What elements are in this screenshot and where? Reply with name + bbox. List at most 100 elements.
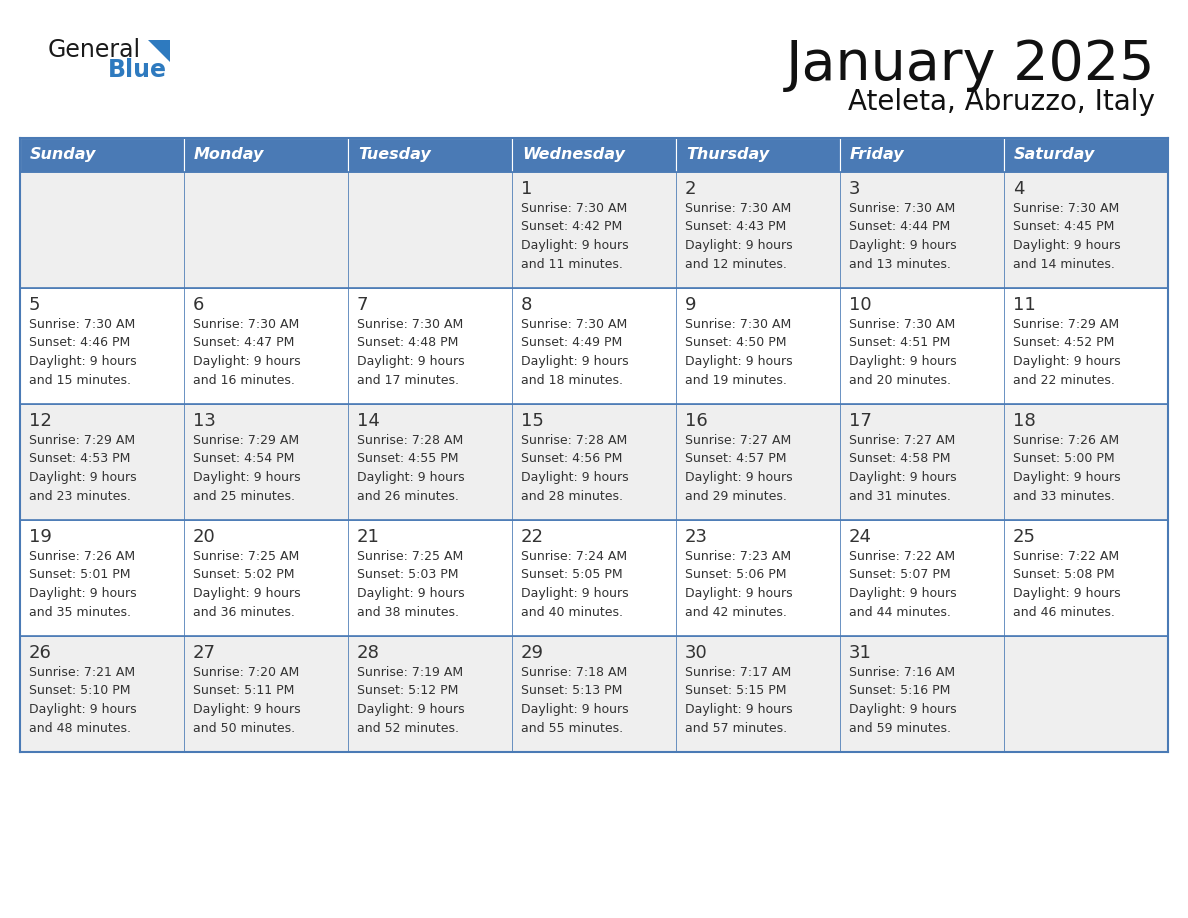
- Bar: [1004, 520, 1168, 636]
- Text: 28: 28: [358, 644, 380, 662]
- Text: and 15 minutes.: and 15 minutes.: [29, 374, 131, 386]
- Text: Sunrise: 7:26 AM: Sunrise: 7:26 AM: [1013, 434, 1119, 447]
- Text: Sunset: 5:03 PM: Sunset: 5:03 PM: [358, 568, 459, 581]
- Bar: [1004, 172, 1168, 288]
- Text: Sunday: Sunday: [30, 148, 96, 162]
- Bar: [184, 404, 348, 520]
- Text: Sunrise: 7:28 AM: Sunrise: 7:28 AM: [522, 434, 627, 447]
- Text: Sunset: 4:42 PM: Sunset: 4:42 PM: [522, 220, 623, 233]
- Text: Sunrise: 7:18 AM: Sunrise: 7:18 AM: [522, 666, 627, 679]
- Text: Sunrise: 7:26 AM: Sunrise: 7:26 AM: [29, 550, 135, 563]
- Text: 11: 11: [1013, 296, 1036, 314]
- Text: 19: 19: [29, 528, 52, 546]
- Text: Daylight: 9 hours: Daylight: 9 hours: [358, 703, 465, 716]
- Text: and 22 minutes.: and 22 minutes.: [1013, 374, 1114, 386]
- Bar: [840, 288, 1004, 404]
- Text: Daylight: 9 hours: Daylight: 9 hours: [358, 587, 465, 600]
- Text: Sunset: 5:01 PM: Sunset: 5:01 PM: [29, 568, 131, 581]
- Text: Daylight: 9 hours: Daylight: 9 hours: [192, 587, 301, 600]
- Bar: [512, 288, 676, 404]
- Text: and 48 minutes.: and 48 minutes.: [29, 722, 131, 734]
- Bar: [840, 138, 1004, 172]
- Bar: [512, 636, 676, 752]
- Text: Sunset: 4:48 PM: Sunset: 4:48 PM: [358, 337, 459, 350]
- Text: Sunset: 4:43 PM: Sunset: 4:43 PM: [685, 220, 786, 233]
- Text: Sunset: 5:02 PM: Sunset: 5:02 PM: [192, 568, 295, 581]
- Text: 31: 31: [849, 644, 872, 662]
- Text: and 44 minutes.: and 44 minutes.: [849, 606, 950, 619]
- Text: Daylight: 9 hours: Daylight: 9 hours: [685, 471, 792, 484]
- Text: Sunset: 4:57 PM: Sunset: 4:57 PM: [685, 453, 786, 465]
- Text: 12: 12: [29, 412, 52, 430]
- Text: Sunset: 4:54 PM: Sunset: 4:54 PM: [192, 453, 295, 465]
- Text: Sunset: 4:51 PM: Sunset: 4:51 PM: [849, 337, 950, 350]
- Text: 29: 29: [522, 644, 544, 662]
- Text: Sunrise: 7:23 AM: Sunrise: 7:23 AM: [685, 550, 791, 563]
- Text: 1: 1: [522, 180, 532, 198]
- Text: Monday: Monday: [194, 148, 265, 162]
- Bar: [676, 288, 840, 404]
- Text: 6: 6: [192, 296, 204, 314]
- Text: and 46 minutes.: and 46 minutes.: [1013, 606, 1114, 619]
- Text: Sunrise: 7:21 AM: Sunrise: 7:21 AM: [29, 666, 135, 679]
- Bar: [20, 138, 184, 172]
- Text: Sunset: 4:46 PM: Sunset: 4:46 PM: [29, 337, 131, 350]
- Text: Sunrise: 7:24 AM: Sunrise: 7:24 AM: [522, 550, 627, 563]
- Text: Sunrise: 7:29 AM: Sunrise: 7:29 AM: [192, 434, 299, 447]
- Text: Sunrise: 7:29 AM: Sunrise: 7:29 AM: [1013, 318, 1119, 331]
- Text: 18: 18: [1013, 412, 1036, 430]
- Text: and 57 minutes.: and 57 minutes.: [685, 722, 788, 734]
- Text: Sunset: 5:15 PM: Sunset: 5:15 PM: [685, 685, 786, 698]
- Text: 13: 13: [192, 412, 216, 430]
- Text: Sunset: 5:11 PM: Sunset: 5:11 PM: [192, 685, 295, 698]
- Text: 20: 20: [192, 528, 216, 546]
- Bar: [20, 520, 184, 636]
- Text: and 14 minutes.: and 14 minutes.: [1013, 258, 1114, 271]
- Text: Sunrise: 7:16 AM: Sunrise: 7:16 AM: [849, 666, 955, 679]
- Bar: [20, 404, 184, 520]
- Bar: [676, 520, 840, 636]
- Text: 4: 4: [1013, 180, 1024, 198]
- Text: Daylight: 9 hours: Daylight: 9 hours: [849, 471, 956, 484]
- Text: Sunset: 5:00 PM: Sunset: 5:00 PM: [1013, 453, 1114, 465]
- Polygon shape: [148, 40, 170, 62]
- Text: and 26 minutes.: and 26 minutes.: [358, 489, 459, 502]
- Text: 26: 26: [29, 644, 52, 662]
- Text: Sunrise: 7:20 AM: Sunrise: 7:20 AM: [192, 666, 299, 679]
- Text: Daylight: 9 hours: Daylight: 9 hours: [849, 587, 956, 600]
- Text: Sunset: 5:10 PM: Sunset: 5:10 PM: [29, 685, 131, 698]
- Text: Daylight: 9 hours: Daylight: 9 hours: [192, 355, 301, 368]
- Text: Sunset: 4:50 PM: Sunset: 4:50 PM: [685, 337, 786, 350]
- Text: Daylight: 9 hours: Daylight: 9 hours: [685, 239, 792, 252]
- Text: and 11 minutes.: and 11 minutes.: [522, 258, 623, 271]
- Text: and 18 minutes.: and 18 minutes.: [522, 374, 623, 386]
- Text: Sunrise: 7:30 AM: Sunrise: 7:30 AM: [685, 202, 791, 215]
- Bar: [512, 138, 676, 172]
- Text: General: General: [48, 38, 141, 62]
- Text: Daylight: 9 hours: Daylight: 9 hours: [29, 355, 137, 368]
- Bar: [348, 138, 512, 172]
- Bar: [1004, 636, 1168, 752]
- Text: Sunset: 4:56 PM: Sunset: 4:56 PM: [522, 453, 623, 465]
- Text: Daylight: 9 hours: Daylight: 9 hours: [685, 587, 792, 600]
- Text: 21: 21: [358, 528, 380, 546]
- Text: 3: 3: [849, 180, 860, 198]
- Bar: [1004, 288, 1168, 404]
- Text: Sunrise: 7:22 AM: Sunrise: 7:22 AM: [849, 550, 955, 563]
- Bar: [840, 520, 1004, 636]
- Bar: [840, 636, 1004, 752]
- Text: Daylight: 9 hours: Daylight: 9 hours: [685, 355, 792, 368]
- Text: Sunrise: 7:30 AM: Sunrise: 7:30 AM: [522, 318, 627, 331]
- Text: Sunrise: 7:27 AM: Sunrise: 7:27 AM: [849, 434, 955, 447]
- Bar: [840, 172, 1004, 288]
- Text: Daylight: 9 hours: Daylight: 9 hours: [522, 239, 628, 252]
- Text: and 42 minutes.: and 42 minutes.: [685, 606, 786, 619]
- Text: and 17 minutes.: and 17 minutes.: [358, 374, 459, 386]
- Text: 25: 25: [1013, 528, 1036, 546]
- Bar: [348, 636, 512, 752]
- Text: Daylight: 9 hours: Daylight: 9 hours: [1013, 355, 1120, 368]
- Text: Sunrise: 7:30 AM: Sunrise: 7:30 AM: [685, 318, 791, 331]
- Text: Sunrise: 7:17 AM: Sunrise: 7:17 AM: [685, 666, 791, 679]
- Text: Sunset: 4:49 PM: Sunset: 4:49 PM: [522, 337, 623, 350]
- Bar: [512, 172, 676, 288]
